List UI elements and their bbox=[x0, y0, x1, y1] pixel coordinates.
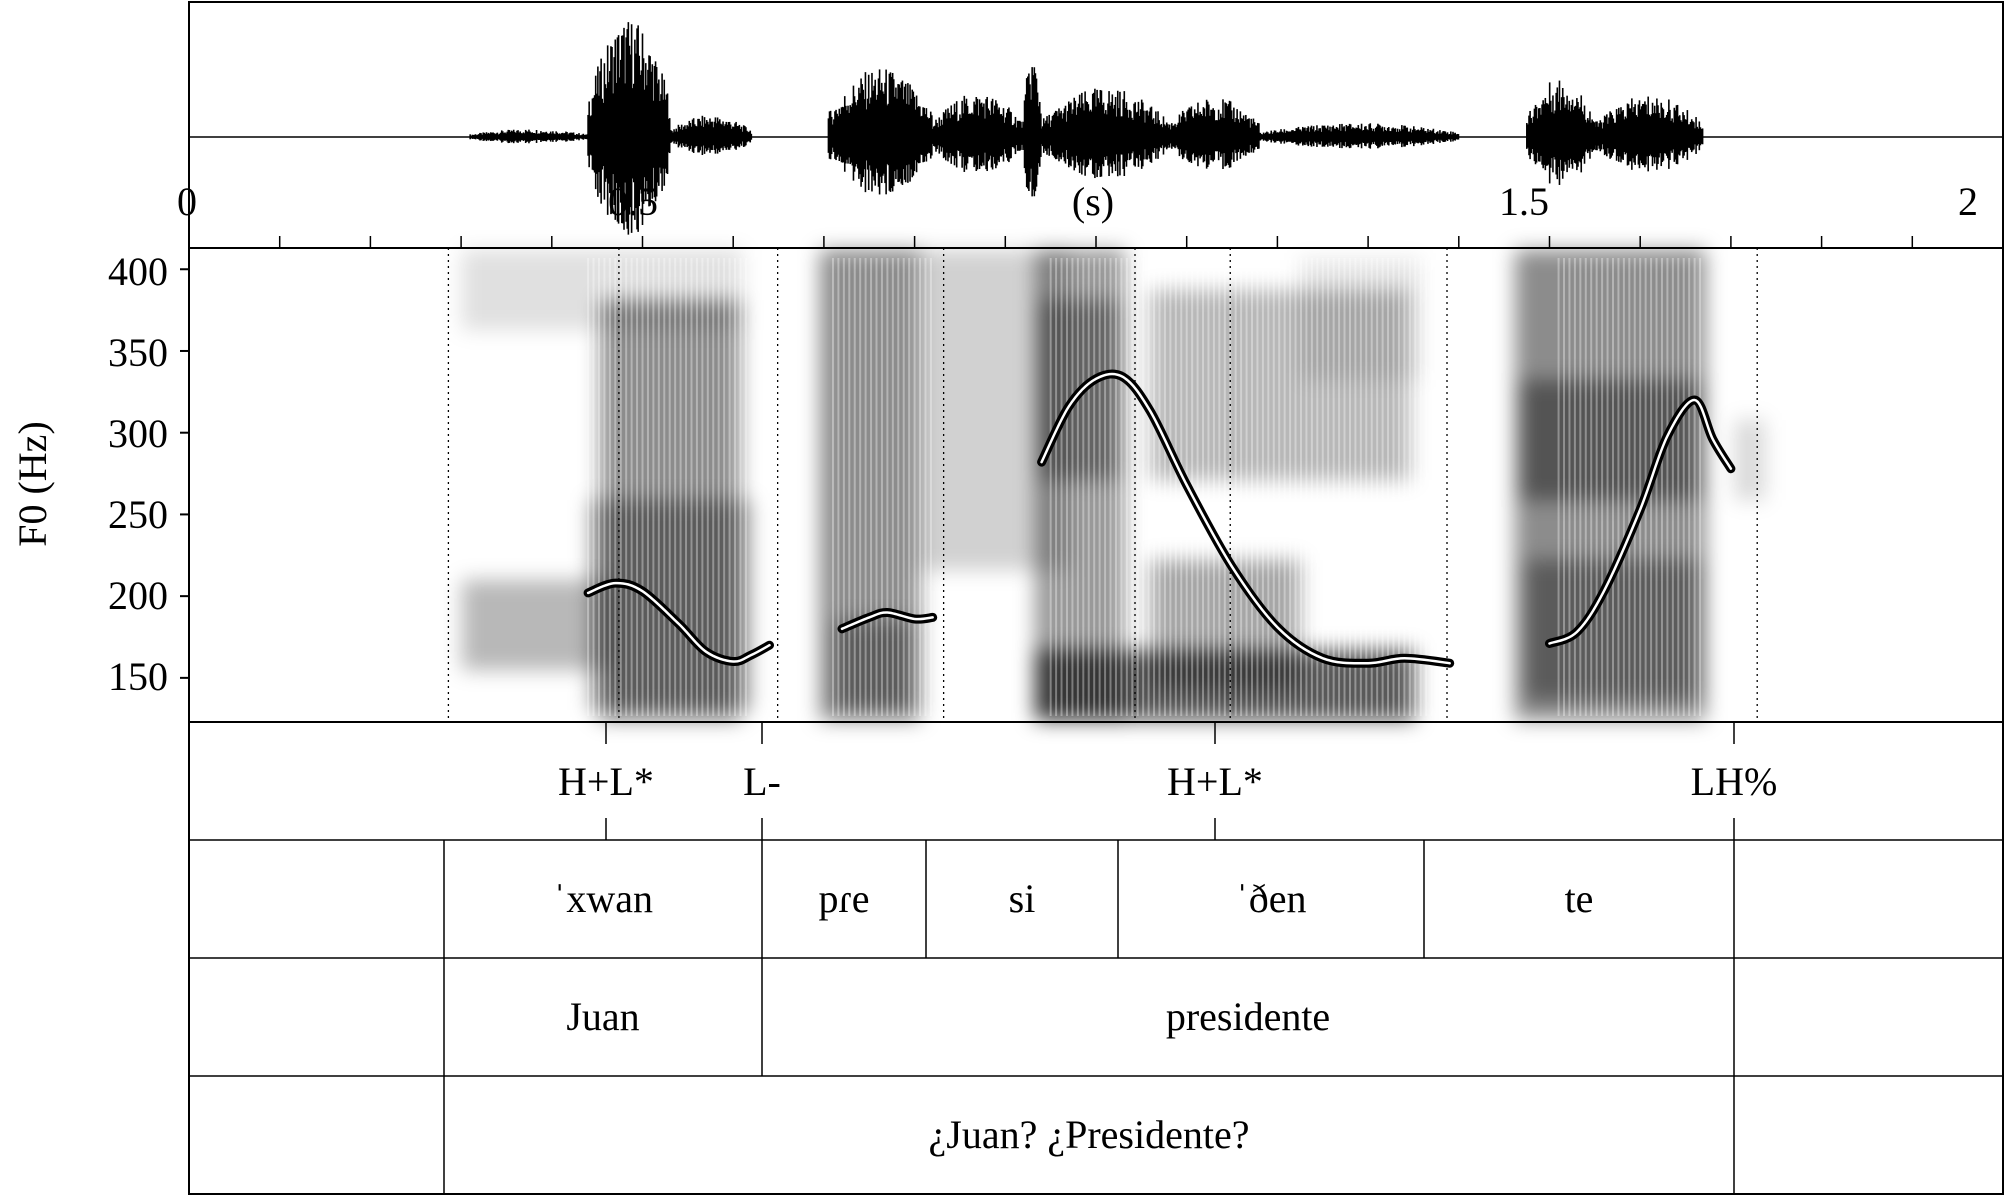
tone-label: H+L* bbox=[558, 759, 654, 804]
syllable-label: te bbox=[1565, 876, 1594, 921]
syllable-label: si bbox=[1009, 876, 1036, 921]
time-tick-label: 1.5 bbox=[1499, 179, 1549, 224]
f0-axis-label: F0 (Hz) bbox=[10, 421, 55, 547]
f0-segment bbox=[1040, 372, 1451, 665]
tone-tier-ticks bbox=[605, 722, 1735, 840]
f0-segment bbox=[1548, 398, 1733, 645]
time-tick-label: 2 bbox=[1958, 179, 1978, 224]
f0-tick-label: 200 bbox=[108, 573, 168, 618]
syllable-label: ˈxwan bbox=[553, 876, 653, 921]
f0-tick-label: 250 bbox=[108, 492, 168, 537]
time-axis: 0 0.5 (s) 1.5 2 bbox=[177, 179, 2004, 248]
tone-label: LH% bbox=[1691, 759, 1778, 804]
f0-segment bbox=[586, 581, 771, 663]
f0-tick-label: 300 bbox=[108, 411, 168, 456]
f0-segment bbox=[840, 611, 934, 631]
syllable-tier-boundaries bbox=[443, 840, 1735, 958]
time-tick-label: 0.5 bbox=[608, 179, 658, 224]
syllable-label: ˈðen bbox=[1235, 876, 1306, 921]
time-tick-label: 0 bbox=[177, 179, 197, 224]
boundary-lines bbox=[447, 248, 1758, 722]
word-tier-boundaries bbox=[443, 958, 1735, 1076]
f0-tick-label: 400 bbox=[108, 249, 168, 294]
tone-label: H+L* bbox=[1167, 759, 1263, 804]
syllable-label: pɾe bbox=[818, 876, 869, 921]
annotation-tiers: H+L* L- H+L* LH% ˈxwan pɾe si ˈðen te Ju… bbox=[188, 721, 2004, 1195]
f0-axis: 400 350 300 250 200 150 F0 (Hz) bbox=[10, 249, 189, 699]
f0-tick-label: 350 bbox=[108, 330, 168, 375]
word-label: Juan bbox=[566, 994, 639, 1039]
word-label: presidente bbox=[1166, 994, 1330, 1039]
tone-label: L- bbox=[743, 759, 781, 804]
time-unit-label: (s) bbox=[1072, 179, 1114, 224]
waveform bbox=[189, 22, 2003, 235]
f0-tick-label: 150 bbox=[108, 654, 168, 699]
spectrogram bbox=[462, 250, 1765, 720]
f0-contour bbox=[583, 369, 1736, 668]
sentence-label: ¿Juan? ¿Presidente? bbox=[929, 1112, 1250, 1157]
sentence-tier-boundaries bbox=[443, 1076, 1735, 1194]
